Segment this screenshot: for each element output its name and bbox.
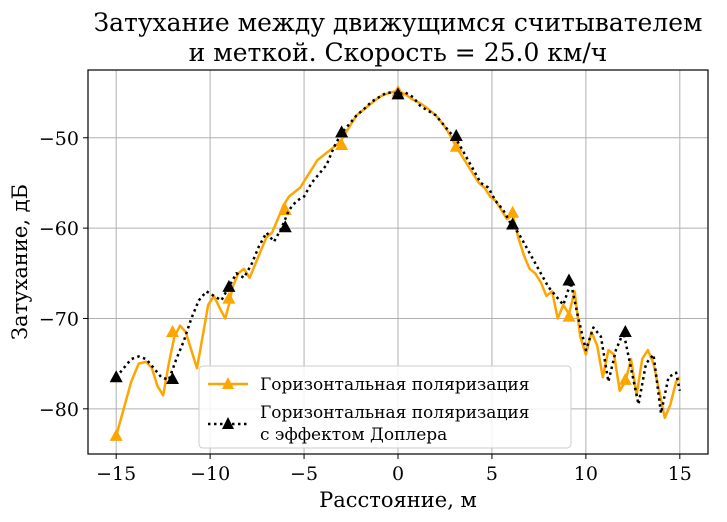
plot-frame: [87, 69, 709, 455]
marker-horizontal: [222, 291, 236, 304]
marker-horizontal: [562, 309, 576, 322]
marker-doppler: [562, 273, 576, 286]
series-layer: [109, 84, 682, 441]
legend-label-horizontal: Горизонтальная поляризация: [260, 375, 529, 395]
marker-horizontal: [109, 428, 123, 441]
x-tick-label: 0: [392, 463, 404, 485]
x-tick-label: −10: [190, 463, 230, 485]
x-tick-label: 10: [574, 463, 598, 485]
y-tick-label: −50: [39, 128, 79, 150]
legend: Горизонтальная поляризация Горизонтальна…: [198, 365, 572, 449]
marker-horizontal: [449, 139, 463, 152]
legend-marker-horizontal: [222, 377, 234, 389]
marker-doppler: [109, 370, 123, 383]
chart-title-line-1: Затухание между движущимся считывателем: [94, 8, 703, 37]
chart-title-line-2: и меткой. Скорость = 25.0 км/ч: [189, 38, 608, 67]
marker-horizontal: [618, 372, 632, 385]
marker-doppler: [506, 217, 520, 230]
marker-horizontal: [166, 325, 180, 338]
x-tick-label: −5: [290, 463, 318, 485]
marker-doppler: [391, 87, 405, 100]
y-tick-label: −80: [39, 399, 79, 421]
legend-label-doppler-line-2: с эффектом Доплера: [260, 425, 447, 445]
marker-doppler: [449, 128, 463, 141]
y-axis-label: Затухание, дБ: [8, 184, 32, 340]
marker-horizontal: [506, 205, 520, 218]
marker-doppler: [618, 325, 632, 338]
legend-label-doppler-line-1: Горизонтальная поляризация: [260, 403, 529, 423]
marker-doppler: [335, 125, 349, 138]
x-tick-label: 5: [486, 463, 498, 485]
legend-frame: [198, 365, 572, 449]
marker-doppler: [278, 220, 292, 233]
legend-marker-doppler: [222, 417, 234, 429]
grid: [88, 70, 708, 454]
x-axis-label: Расстояние, м: [319, 488, 477, 512]
marker-horizontal: [335, 137, 349, 150]
y-tick-label: −60: [39, 218, 79, 240]
x-tick-label: −15: [96, 463, 136, 485]
y-axis-ticks: −80 −70 −60 −50: [39, 128, 88, 421]
y-tick-label: −70: [39, 308, 79, 330]
marker-doppler: [166, 372, 180, 385]
x-axis-ticks: −15 −10 −5 0 5 10 15: [96, 454, 692, 485]
x-tick-label: 15: [668, 463, 692, 485]
marker-doppler: [222, 279, 236, 292]
